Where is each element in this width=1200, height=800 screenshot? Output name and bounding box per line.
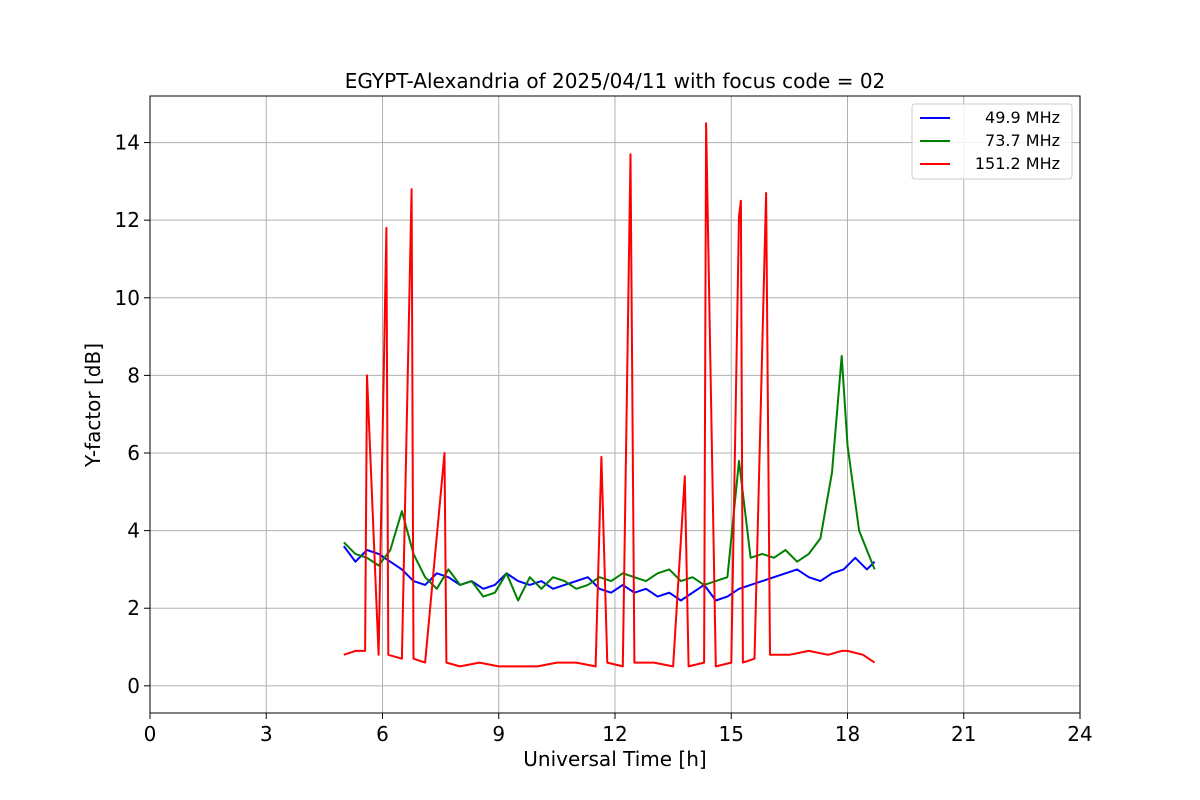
- legend-box: [911, 103, 1073, 180]
- y-tick-label: 8: [127, 363, 140, 387]
- x-tick-label: 0: [144, 722, 157, 746]
- legend: 49.9 MHz 73.7 MHz 151.2 MHz: [911, 103, 1073, 180]
- chart-title: EGYPT-Alexandria of 2025/04/11 with focu…: [345, 69, 886, 93]
- legend-label-49-9: 49.9 MHz: [985, 108, 1060, 127]
- series-line-151-2-mhz: [343, 122, 876, 668]
- x-tick-label: 6: [376, 722, 389, 746]
- y-tick-label: 2: [127, 596, 140, 620]
- x-tick-label: 21: [951, 722, 976, 746]
- y-tick-label: 6: [127, 441, 140, 465]
- legend-label-151-2: 151.2 MHz: [975, 154, 1060, 173]
- y-tick-label: 0: [127, 674, 140, 698]
- x-axis: 0 3 6 9 12 15 18 21 24: [144, 713, 1093, 746]
- y-axis: 0 2 4 6 8 10 12 14: [115, 131, 150, 698]
- y-tick-label: 14: [115, 131, 140, 155]
- x-tick-label: 15: [719, 722, 744, 746]
- y-axis-label: Y-factor [dB]: [81, 343, 105, 468]
- y-tick-label: 12: [115, 208, 140, 232]
- x-tick-label: 12: [602, 722, 627, 746]
- x-tick-label: 3: [260, 722, 273, 746]
- plot-area: [342, 122, 876, 668]
- x-tick-label: 24: [1067, 722, 1092, 746]
- y-tick-label: 4: [127, 519, 140, 543]
- x-tick-label: 18: [835, 722, 860, 746]
- x-tick-label: 9: [492, 722, 505, 746]
- y-tick-label: 10: [115, 286, 140, 310]
- x-axis-label: Universal Time [h]: [523, 747, 706, 771]
- legend-label-73-7: 73.7 MHz: [985, 131, 1060, 150]
